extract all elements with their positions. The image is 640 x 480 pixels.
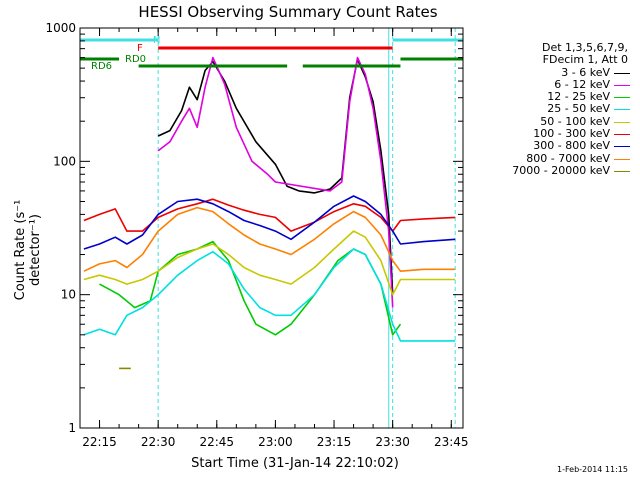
legend-swatch-7 (614, 158, 630, 160)
chart-title: HESSI Observing Summary Count Rates (138, 3, 438, 21)
flag-label-rd6: RD6 (91, 61, 112, 72)
series-line-4 (83, 230, 456, 296)
legend-label-3: 25 - 50 keV (547, 102, 610, 116)
x-tick-label-0: 22:15 (82, 435, 117, 449)
x-tick-label-6: 23:45 (434, 435, 469, 449)
x-tick-label-5: 23:30 (375, 435, 410, 449)
legend-swatch-1 (614, 84, 630, 86)
legend-swatch-0 (614, 72, 630, 74)
y-axis-label: Count Rate (s⁻¹ detector⁻¹) (13, 199, 43, 301)
series-line-7 (83, 206, 456, 273)
legend-label-7: 800 - 7000 keV (526, 151, 610, 165)
plot-frame (79, 27, 464, 429)
legend-label-2: 12 - 25 keV (547, 90, 610, 104)
series-line-5 (83, 198, 456, 232)
x-tick-label-2: 22:45 (199, 435, 234, 449)
legend-header-line2: FDecim 1, Att 0 (542, 53, 628, 67)
legend: Det 1,3,5,6,7,9, FDecim 1, Att 0 3 - 6 k… (478, 41, 636, 178)
series-line-2 (99, 240, 402, 336)
legend-entry-8: 7000 - 20000 keV (478, 163, 636, 177)
y-tick-label-0: 1 (68, 421, 76, 435)
legend-entry-0: 3 - 6 keV (478, 65, 636, 79)
legend-entries: 3 - 6 keV 6 - 12 keV 12 - 25 keV 25 - 50 ke… (478, 65, 636, 178)
legend-swatch-3 (614, 109, 630, 111)
legend-swatch-2 (614, 97, 630, 99)
legend-entry-3: 25 - 50 keV (478, 103, 636, 115)
legend-label-5: 100 - 300 keV (533, 127, 610, 141)
legend-swatch-6 (614, 146, 630, 148)
legend-swatch-5 (614, 134, 630, 136)
x-axis-label: Start Time (31-Jan-14 22:10:02) (191, 456, 399, 471)
series-line-1 (157, 56, 394, 308)
legend-label-0: 3 - 6 keV (561, 65, 610, 79)
x-tick-label-4: 23:15 (317, 435, 352, 449)
series-lines (83, 56, 456, 370)
x-tick-label-3: 23:00 (258, 435, 293, 449)
y-tick-label-2: 100 (53, 154, 76, 168)
legend-entry-5: 100 - 300 keV (478, 127, 636, 141)
legend-entry-6: 300 - 800 keV (478, 140, 636, 152)
series-line-0 (157, 58, 394, 295)
legend-header-line1: Det 1,3,5,6,7,9, (541, 41, 628, 54)
legend-label-1: 6 - 12 keV (554, 77, 610, 91)
axes: 22:15 22:30 22:45 23:00 23:15 23:30 23:45 1 10 10… (45, 21, 468, 449)
legend-label-6: 300 - 800 keV (533, 139, 610, 153)
y-tick-label-1: 10 (61, 288, 76, 302)
legend-entry-7: 800 - 7000 keV (478, 151, 636, 165)
legend-label-4: 50 - 100 keV (540, 114, 610, 128)
footer-timestamp: 1-Feb-2014 11:15 (557, 465, 628, 474)
legend-label-8: 7000 - 20000 keV (512, 163, 610, 177)
flag-label-f: F (137, 43, 143, 54)
flag-label-n: N (153, 35, 160, 46)
legend-swatch-8 (614, 170, 630, 172)
legend-entry-2: 12 - 25 keV (478, 90, 636, 104)
legend-entry-4: 50 - 100 keV (478, 114, 636, 128)
x-tick-label-1: 22:30 (141, 435, 176, 449)
series-line-3 (83, 248, 456, 342)
flag-label-rd0: RD0 (125, 54, 146, 65)
legend-swatch-4 (614, 121, 630, 123)
y-tick-label-3: 1000 (45, 21, 76, 35)
legend-entry-1: 6 - 12 keV (478, 77, 636, 91)
series-line-6 (83, 195, 456, 250)
